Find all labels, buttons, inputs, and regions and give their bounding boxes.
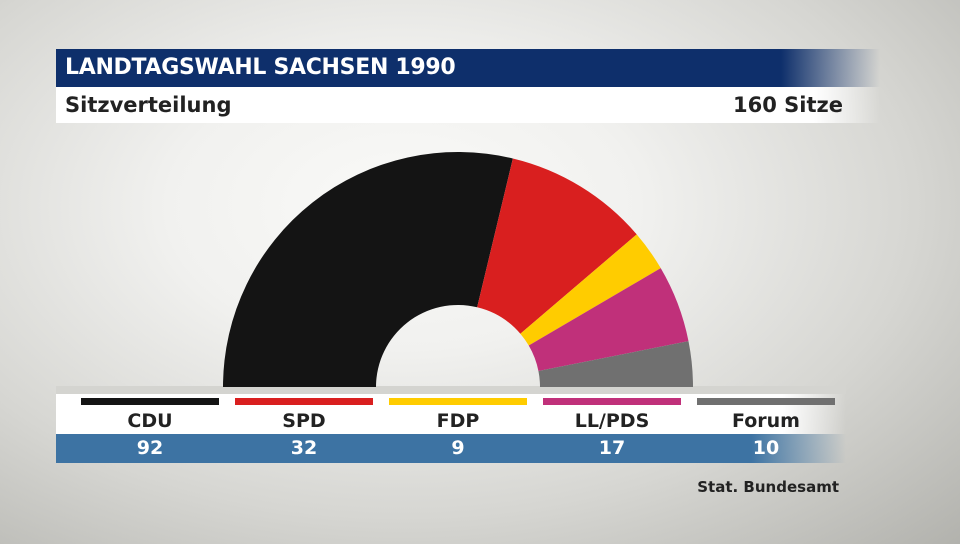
- legend-swatch-forum: [697, 398, 835, 405]
- value-llpds: 17: [598, 437, 626, 459]
- legend-label-forum: Forum: [732, 410, 800, 432]
- subtitle-bar: Sitzverteilung 160 Sitze: [56, 87, 880, 123]
- seat-segment-forum: [538, 341, 693, 387]
- chart-baseline: [56, 386, 846, 394]
- legend-label-cdu: CDU: [127, 410, 173, 432]
- legend-swatch-fdp: [389, 398, 527, 405]
- legend-swatch-llpds: [543, 398, 681, 405]
- values-row: 92 32 9 17 10: [56, 434, 846, 463]
- chart-subtitle: Sitzverteilung: [65, 93, 232, 117]
- legend-swatch-spd: [235, 398, 373, 405]
- value-cdu: 92: [136, 437, 164, 459]
- chart-title: LANDTAGSWAHL SACHSEN 1990: [56, 49, 880, 87]
- legend-label-llpds: LL/PDS: [574, 410, 650, 432]
- value-forum: 10: [752, 437, 780, 459]
- seat-segment-llpds: [528, 268, 689, 372]
- source-note: Stat. Bundesamt: [697, 478, 839, 496]
- value-spd: 32: [290, 437, 318, 459]
- legend-swatch-cdu: [81, 398, 219, 405]
- legend-label-spd: SPD: [282, 410, 326, 432]
- value-fdp: 9: [451, 437, 465, 459]
- seat-segment-fdp: [520, 234, 661, 346]
- legend: CDU SPD FDP LL/PDS Forum: [56, 394, 846, 434]
- seat-segment-spd: [477, 158, 637, 334]
- total-seats: 160 Sitze: [733, 93, 843, 117]
- chart-title-text: LANDTAGSWAHL SACHSEN 1990: [65, 55, 456, 80]
- seat-segment-cdu: [223, 152, 513, 387]
- legend-label-fdp: FDP: [436, 410, 480, 432]
